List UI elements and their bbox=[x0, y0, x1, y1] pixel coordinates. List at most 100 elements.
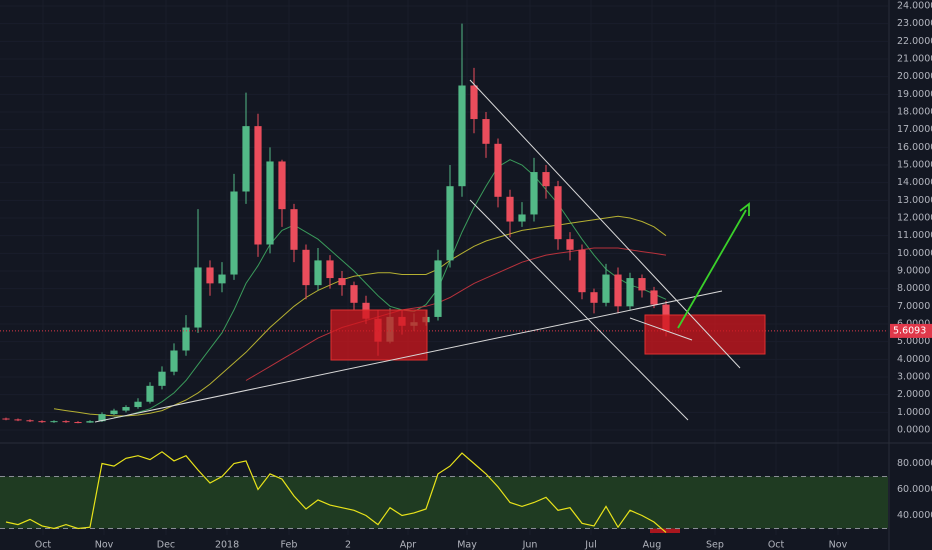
candle-body bbox=[242, 126, 250, 192]
candle-body bbox=[26, 420, 34, 422]
moving-average bbox=[53, 215, 667, 417]
projection-arrow bbox=[677, 209, 747, 329]
rsi-line bbox=[5, 451, 667, 533]
y-tick-label: 13.0000 bbox=[897, 195, 932, 206]
y-tick-label: 18.0000 bbox=[897, 107, 932, 118]
candle-body bbox=[590, 292, 598, 303]
candle-body bbox=[542, 172, 550, 187]
y-tick-label: 10.0000 bbox=[897, 248, 932, 259]
rsi-tick-label: 60.0000 bbox=[897, 484, 932, 495]
main-layer bbox=[0, 23, 888, 424]
x-tick-label: Oct bbox=[35, 540, 52, 550]
moving-average bbox=[245, 247, 667, 381]
y-tick-label: 3.0000 bbox=[897, 372, 930, 383]
y-tick-label: 22.0000 bbox=[897, 36, 932, 47]
candle-body bbox=[122, 407, 130, 411]
axis-layer: 0.00001.00002.00003.00004.00005.00006.00… bbox=[35, 1, 932, 550]
candle-body bbox=[194, 267, 202, 328]
x-tick-label: Apr bbox=[400, 540, 417, 550]
y-tick-label: 1.0000 bbox=[897, 407, 930, 418]
candle-body bbox=[650, 290, 658, 305]
candle-body bbox=[230, 191, 238, 275]
x-tick-label: Jun bbox=[522, 540, 538, 550]
trendline bbox=[94, 290, 723, 423]
x-tick-label: Sep bbox=[706, 540, 724, 550]
candle-body bbox=[626, 278, 634, 307]
y-tick-label: 12.0000 bbox=[897, 213, 932, 224]
candle-body bbox=[326, 260, 334, 279]
candle-body bbox=[110, 410, 118, 415]
channel-lower bbox=[469, 199, 689, 421]
support-box bbox=[330, 309, 428, 361]
y-tick-label: 14.0000 bbox=[897, 177, 932, 188]
x-tick-label: 2018 bbox=[215, 540, 239, 550]
y-tick-label: 4.0000 bbox=[897, 354, 930, 365]
rsi-tick-label: 40.0000 bbox=[897, 510, 932, 521]
x-tick-label: Nov bbox=[95, 540, 114, 550]
grid-layer bbox=[0, 0, 888, 535]
x-tick-label: May bbox=[457, 540, 477, 550]
candle-body bbox=[182, 327, 190, 351]
rsi-tick-label: 80.0000 bbox=[897, 458, 932, 469]
y-tick-label: 16.0000 bbox=[897, 142, 932, 153]
candle-body bbox=[506, 196, 514, 222]
candle-body bbox=[134, 401, 142, 408]
arrow-head bbox=[739, 202, 750, 216]
last-price-label: 5.6093 bbox=[893, 325, 926, 336]
x-tick-label: Dec bbox=[157, 540, 175, 550]
x-tick-label: Nov bbox=[829, 540, 848, 550]
x-tick-label: 2 bbox=[345, 540, 351, 550]
candle-body bbox=[38, 421, 46, 423]
candle-body bbox=[434, 260, 442, 317]
trendline-short bbox=[629, 317, 693, 341]
y-tick-label: 2.0000 bbox=[897, 389, 930, 400]
x-tick-label: Jul bbox=[584, 540, 596, 550]
candle-body bbox=[554, 186, 562, 240]
candle-body bbox=[614, 274, 622, 307]
candle-body bbox=[2, 418, 10, 420]
candle-body bbox=[50, 421, 58, 423]
y-tick-label: 19.0000 bbox=[897, 89, 932, 100]
candle-body bbox=[602, 274, 610, 303]
candle-body bbox=[530, 172, 538, 215]
candle-body bbox=[158, 371, 166, 386]
y-tick-label: 17.0000 bbox=[897, 124, 932, 135]
candle-body bbox=[170, 350, 178, 372]
candle-body bbox=[14, 419, 22, 421]
channel-upper bbox=[469, 79, 741, 369]
rsi-layer bbox=[0, 451, 888, 533]
last-price-tag bbox=[890, 323, 932, 338]
drawings bbox=[94, 79, 766, 533]
candle-body bbox=[254, 126, 262, 245]
candle-body bbox=[74, 422, 82, 424]
candle-body bbox=[518, 214, 526, 222]
y-tick-label: 0.0000 bbox=[897, 425, 930, 436]
y-tick-label: 8.0000 bbox=[897, 283, 930, 294]
candle-body bbox=[494, 143, 502, 197]
candle-body bbox=[290, 209, 298, 250]
y-tick-label: 21.0000 bbox=[897, 54, 932, 65]
y-tick-label: 11.0000 bbox=[897, 230, 932, 241]
candle-body bbox=[482, 119, 490, 144]
y-tick-label: 9.0000 bbox=[897, 266, 930, 277]
x-tick-label: Aug bbox=[643, 540, 662, 550]
candle-body bbox=[638, 278, 646, 291]
candle-body bbox=[218, 274, 226, 284]
y-tick-label: 15.0000 bbox=[897, 160, 932, 171]
x-tick-label: Feb bbox=[281, 540, 298, 550]
y-tick-label: 5.0000 bbox=[897, 336, 930, 347]
candle-body bbox=[98, 414, 106, 422]
candle-body bbox=[314, 260, 322, 286]
candle-body bbox=[446, 186, 454, 261]
target-box bbox=[644, 314, 766, 355]
candle-body bbox=[458, 85, 466, 187]
candle-body bbox=[338, 278, 346, 286]
candle-body bbox=[278, 161, 286, 210]
y-tick-label: 20.0000 bbox=[897, 71, 932, 82]
candle-body bbox=[86, 421, 94, 423]
candle-body bbox=[566, 239, 574, 250]
candle-body bbox=[578, 249, 586, 293]
x-tick-label: Oct bbox=[768, 540, 785, 550]
candle-body bbox=[62, 421, 70, 423]
